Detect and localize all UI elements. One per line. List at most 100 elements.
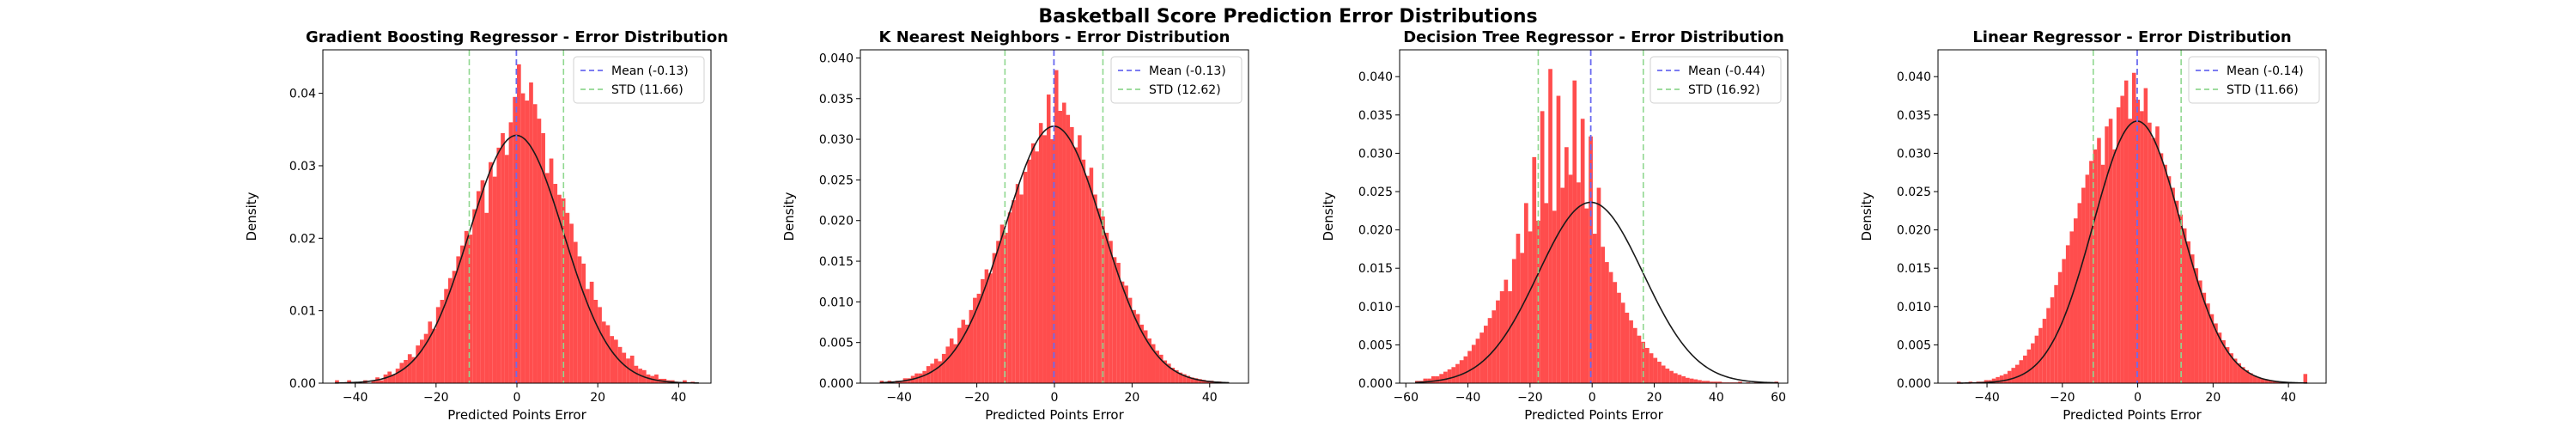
histogram-bar	[933, 358, 939, 383]
histogram-bar	[1613, 282, 1618, 383]
histogram-bar	[2026, 349, 2032, 383]
y-tick-label: 0.015	[819, 255, 854, 269]
histogram-bar	[447, 277, 453, 383]
x-tick-label: 0	[513, 391, 521, 405]
histogram-bar	[2198, 280, 2202, 383]
histogram-bar	[2260, 378, 2265, 383]
histogram-bar	[1143, 330, 1148, 383]
histogram-bar	[1520, 253, 1524, 383]
histogram-bar	[557, 194, 562, 383]
legend: Mean (-0.13) STD (12.62)	[1110, 56, 1242, 104]
histogram-bar	[2221, 340, 2226, 383]
histogram-bar	[1499, 290, 1504, 383]
y-tick-label: 0.000	[819, 377, 854, 391]
y-tick-label: 0.015	[1358, 262, 1393, 276]
histogram-bar	[1487, 318, 1492, 383]
histogram-bar	[399, 363, 404, 383]
histogram-bar	[2174, 200, 2179, 383]
histogram-bar	[2077, 203, 2082, 383]
normal-fit-curve	[1415, 201, 1779, 384]
y-tick-label: 0.010	[1897, 301, 1931, 314]
histogram-bar	[1023, 171, 1028, 383]
y-tick-label: 0.030	[1358, 147, 1393, 161]
histogram-bar	[941, 353, 946, 383]
histogram-bar	[899, 381, 903, 383]
chart-title: Decision Tree Regressor - Error Distribu…	[1403, 28, 1784, 46]
histogram-bar	[1471, 345, 1476, 383]
axes-frame	[1937, 49, 2327, 384]
histogram-bar	[2046, 308, 2050, 383]
histogram-bar	[1042, 135, 1047, 383]
histogram-bar	[1447, 369, 1452, 383]
histogram-bar	[1475, 338, 1480, 383]
histogram-bar	[383, 374, 388, 383]
histogram-bar	[2245, 369, 2250, 383]
y-tick-label: 0.010	[1358, 301, 1393, 314]
histogram-bar	[1681, 375, 1686, 383]
histogram-bar	[395, 369, 400, 383]
y-axis-label: Density	[1859, 192, 1874, 241]
histogram-bar	[1580, 119, 1585, 383]
histogram-bar	[1657, 362, 1662, 383]
histogram-bar	[1451, 367, 1456, 383]
histogram-bar	[2233, 358, 2238, 383]
histogram-bar	[464, 230, 469, 383]
histogram-bar	[1653, 357, 1658, 383]
histogram-bar	[2042, 319, 2047, 383]
histogram-bar	[1155, 351, 1160, 383]
x-tick-label: −40	[886, 391, 912, 405]
histogram-bar	[1483, 326, 1488, 383]
histogram-bar	[1109, 241, 1113, 383]
histogram-bar	[1163, 360, 1168, 383]
histogram-bar	[907, 378, 911, 383]
histogram-bar	[428, 321, 433, 383]
histogram-bar	[1568, 174, 1573, 383]
legend-box	[2188, 56, 2320, 104]
histogram-bar	[335, 380, 339, 383]
histogram-bar	[2143, 88, 2148, 383]
histogram-bar	[573, 241, 578, 383]
histogram-bar	[1717, 381, 1722, 383]
histogram-bar	[1673, 373, 1678, 383]
x-tick-label: 40	[671, 391, 686, 405]
histogram-bar	[1556, 95, 1561, 384]
mean-legend-label: Mean (-0.14)	[2227, 64, 2304, 78]
histogram-bar	[2257, 376, 2261, 383]
histogram-bar	[496, 147, 501, 383]
histogram-bar	[1070, 126, 1074, 383]
histogram-bar	[452, 271, 457, 383]
histogram-bar	[1159, 354, 1163, 383]
histogram-bar	[1089, 168, 1094, 383]
histogram-bar	[1066, 114, 1071, 383]
x-tick-label: −40	[1455, 391, 1481, 405]
histogram-bar	[435, 307, 440, 383]
histogram-bar	[1560, 187, 1565, 383]
histogram-bar	[949, 338, 954, 383]
histogram-bar	[456, 256, 461, 383]
y-tick-label: 0.000	[1358, 377, 1393, 391]
histogram-bar	[969, 309, 974, 383]
histogram-bar	[1073, 147, 1078, 383]
x-tick-label: −20	[964, 391, 990, 405]
histogram-bar	[605, 325, 611, 383]
histogram-bar	[1431, 375, 1436, 383]
y-tick-label: 0.025	[1897, 186, 1931, 199]
histogram-bar	[922, 370, 927, 383]
histogram-bar	[2132, 72, 2136, 383]
histogram-bar	[1693, 379, 1698, 383]
histogram-bar	[1050, 139, 1054, 383]
histogram-bar	[549, 158, 554, 383]
x-axis-label: Predicted Points Error	[985, 407, 1124, 423]
x-tick-label: −40	[343, 391, 368, 405]
histogram-bar	[918, 373, 923, 383]
x-axis-label: Predicted Points Error	[2063, 407, 2202, 423]
figure-suptitle: Basketball Score Prediction Error Distri…	[1038, 6, 1537, 27]
histogram-bar	[2214, 323, 2218, 383]
x-tick-label: 20	[1647, 391, 1662, 405]
histogram-bar	[2264, 379, 2269, 383]
histogram-bar	[1104, 232, 1109, 383]
histogram-bar	[411, 357, 416, 383]
histogram-bar	[392, 374, 396, 383]
x-axis-label: Predicted Points Error	[1524, 407, 1663, 423]
histogram-bar	[1443, 371, 1448, 383]
